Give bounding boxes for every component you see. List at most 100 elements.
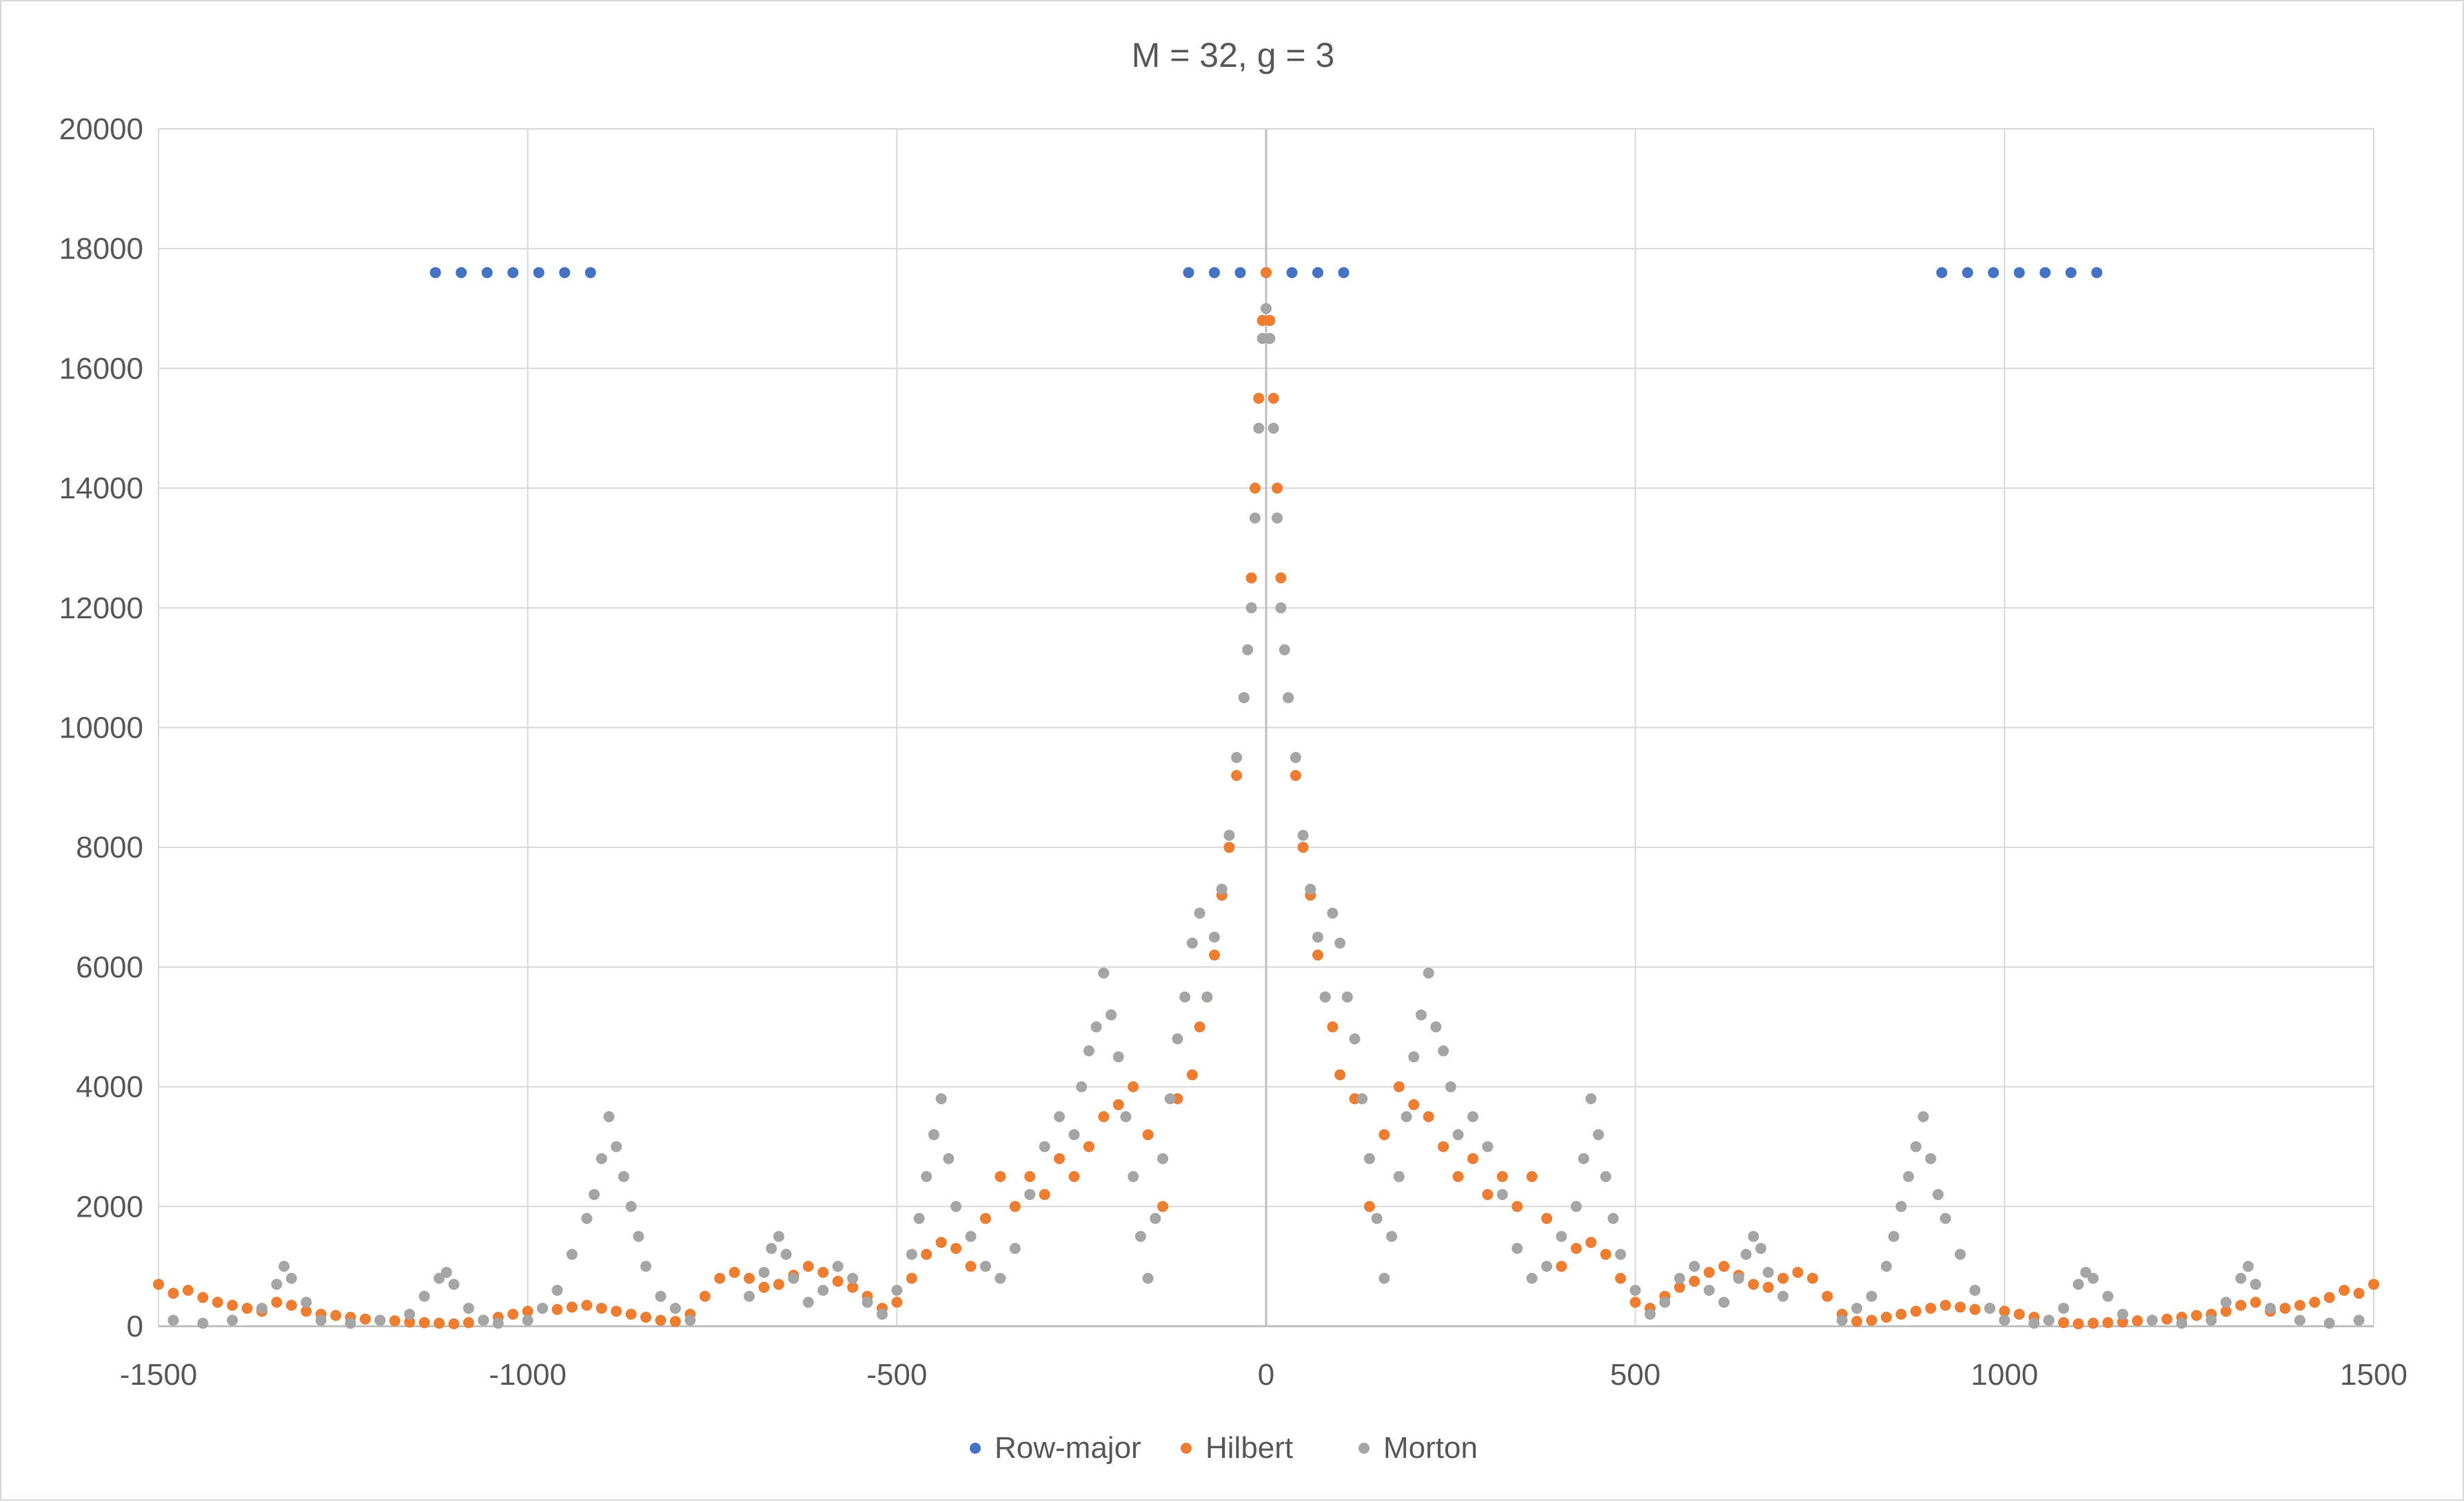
data-point <box>566 1248 578 1260</box>
data-point <box>1615 1248 1627 1260</box>
data-point <box>1024 1170 1036 1182</box>
data-point <box>1128 1081 1139 1093</box>
data-point <box>1777 1290 1789 1302</box>
data-point <box>758 1281 770 1293</box>
legend-marker <box>1358 1443 1370 1454</box>
data-point <box>699 1290 711 1302</box>
data-point <box>1689 1275 1700 1287</box>
data-point <box>153 1279 164 1290</box>
data-point <box>1312 931 1323 943</box>
data-point <box>891 1297 903 1308</box>
data-point <box>285 1272 297 1284</box>
data-point <box>1275 572 1287 584</box>
data-point <box>1962 267 1973 278</box>
data-point <box>1762 1281 1774 1293</box>
data-point <box>802 1297 814 1308</box>
data-point <box>1939 1299 1951 1311</box>
data-point <box>1209 949 1221 961</box>
data-point <box>1172 1033 1183 1045</box>
data-point <box>1157 1201 1169 1212</box>
data-point <box>684 1315 696 1326</box>
data-point <box>1851 1302 1863 1314</box>
data-point <box>256 1302 267 1314</box>
data-point <box>1083 1141 1094 1153</box>
data-point <box>847 1272 859 1284</box>
data-point <box>241 1302 253 1314</box>
data-point <box>404 1308 416 1320</box>
data-point <box>1482 1188 1494 1200</box>
data-point <box>2039 267 2051 278</box>
data-point <box>1267 423 1279 434</box>
data-point <box>1955 1301 1966 1313</box>
data-point <box>995 1272 1006 1284</box>
y-tick-label: 2000 <box>76 1190 143 1224</box>
data-point <box>729 1266 740 1278</box>
data-point <box>1570 1243 1582 1255</box>
x-tick-label: -1000 <box>489 1358 567 1392</box>
data-point <box>1009 1201 1021 1212</box>
data-point <box>1999 1306 2010 1317</box>
data-point <box>227 1315 238 1326</box>
data-point <box>345 1317 356 1329</box>
data-point <box>1932 1188 1944 1200</box>
data-point <box>1585 1093 1597 1104</box>
data-point <box>2013 267 2025 278</box>
data-point <box>1423 967 1434 979</box>
data-point <box>1338 267 1350 278</box>
data-point <box>1880 1261 1892 1272</box>
data-point <box>1496 1170 1508 1182</box>
data-point <box>589 1188 600 1200</box>
data-point <box>1334 937 1346 949</box>
data-point <box>2117 1308 2128 1320</box>
data-point <box>197 1317 209 1329</box>
data-point <box>522 1315 533 1326</box>
data-point <box>167 1315 179 1326</box>
data-point <box>1408 1051 1420 1063</box>
data-point <box>766 1243 777 1255</box>
data-point <box>1272 512 1283 524</box>
data-point <box>1541 1261 1553 1272</box>
data-point <box>921 1170 933 1182</box>
data-point <box>847 1281 859 1293</box>
data-point <box>1194 907 1205 919</box>
data-point <box>1290 769 1301 781</box>
data-point <box>655 1290 666 1302</box>
data-point <box>1098 1111 1110 1123</box>
data-point <box>212 1297 223 1308</box>
x-tick-label: 0 <box>1258 1358 1274 1392</box>
data-point <box>625 1308 637 1320</box>
legend-item: Hilbert <box>1181 1431 1293 1465</box>
data-point <box>1777 1272 1789 1284</box>
data-point <box>551 1303 563 1315</box>
data-point <box>1009 1243 1021 1255</box>
y-tick-label: 8000 <box>76 831 143 864</box>
data-points <box>153 267 2379 1330</box>
data-point <box>1415 1009 1427 1021</box>
data-point <box>1238 692 1250 704</box>
data-point <box>1969 1303 1981 1315</box>
data-point <box>965 1230 977 1242</box>
data-point <box>1128 1170 1139 1182</box>
data-point <box>1903 1170 1915 1182</box>
data-point <box>2117 1316 2128 1328</box>
data-point <box>1659 1297 1671 1308</box>
data-point <box>418 1290 430 1302</box>
data-point <box>492 1317 504 1329</box>
data-point <box>633 1230 644 1242</box>
data-point <box>537 1302 549 1314</box>
data-point <box>2309 1297 2321 1308</box>
data-point <box>1733 1272 1744 1284</box>
data-point <box>1098 967 1110 979</box>
data-point <box>2080 1266 2092 1278</box>
data-point <box>1112 1051 1124 1063</box>
data-point <box>462 1317 474 1328</box>
data-point <box>1984 1302 1995 1314</box>
data-point <box>595 1302 607 1314</box>
data-point <box>1836 1315 1848 1326</box>
data-point <box>1249 512 1261 524</box>
data-point <box>1556 1261 1567 1272</box>
data-point <box>1593 1129 1605 1141</box>
data-point <box>788 1272 800 1284</box>
data-point <box>1349 1033 1361 1045</box>
